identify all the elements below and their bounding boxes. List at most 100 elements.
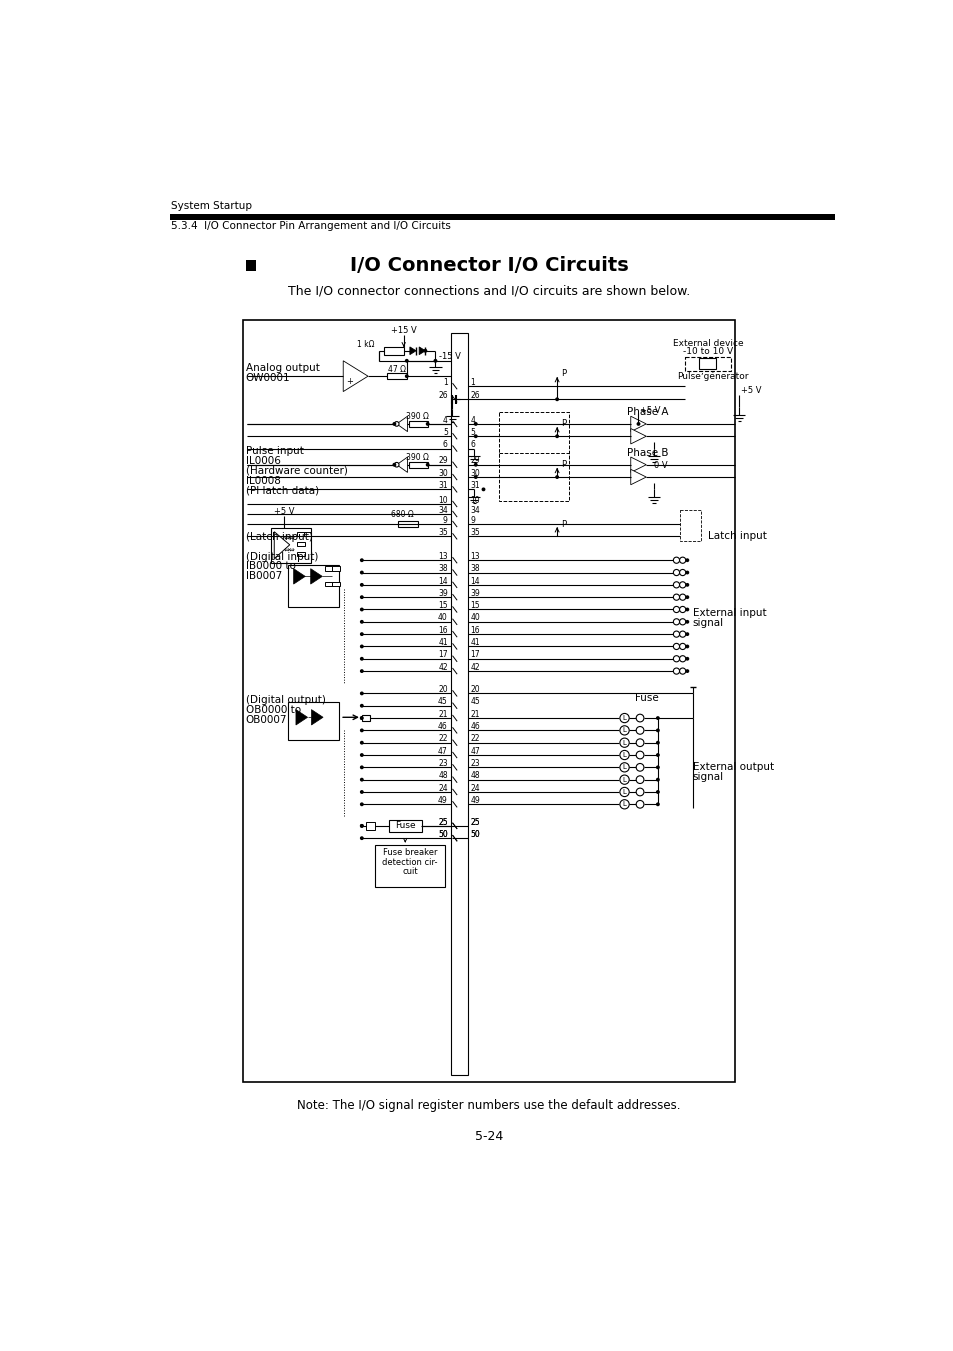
- Text: 31: 31: [470, 481, 479, 490]
- Text: 41: 41: [470, 638, 479, 647]
- Circle shape: [636, 422, 639, 426]
- Text: 40: 40: [470, 613, 479, 623]
- Circle shape: [359, 669, 363, 673]
- Circle shape: [673, 655, 679, 662]
- Circle shape: [636, 739, 643, 747]
- Circle shape: [679, 631, 685, 638]
- Circle shape: [359, 608, 363, 612]
- Bar: [498, 453, 568, 501]
- Circle shape: [619, 763, 629, 771]
- Circle shape: [684, 644, 688, 648]
- Text: OW0001: OW0001: [245, 373, 290, 382]
- Text: IL0008: IL0008: [245, 476, 280, 486]
- Text: 30: 30: [470, 469, 479, 478]
- Bar: [498, 412, 568, 461]
- Circle shape: [359, 716, 363, 720]
- Circle shape: [636, 751, 643, 759]
- Text: IL0006: IL0006: [245, 455, 280, 466]
- Circle shape: [636, 788, 643, 796]
- Text: System Startup: System Startup: [171, 201, 252, 211]
- Circle shape: [673, 570, 679, 576]
- Text: 23: 23: [470, 759, 479, 767]
- Text: L: L: [622, 765, 626, 770]
- Circle shape: [359, 753, 363, 757]
- Text: +15 V: +15 V: [391, 326, 416, 335]
- Text: -15 V: -15 V: [438, 351, 460, 361]
- Circle shape: [359, 778, 363, 782]
- Circle shape: [656, 753, 659, 757]
- Text: 45: 45: [437, 697, 447, 707]
- Text: (Digital input): (Digital input): [245, 553, 317, 562]
- Text: 16: 16: [437, 626, 447, 635]
- Text: 23: 23: [437, 759, 447, 767]
- Circle shape: [359, 802, 363, 807]
- Circle shape: [359, 582, 363, 586]
- Text: L: L: [622, 715, 626, 721]
- Bar: [170, 213, 834, 220]
- Circle shape: [673, 607, 679, 612]
- Circle shape: [684, 620, 688, 624]
- Text: 41: 41: [437, 638, 447, 647]
- Circle shape: [359, 836, 363, 840]
- Circle shape: [656, 802, 659, 807]
- Circle shape: [684, 558, 688, 562]
- Circle shape: [474, 476, 477, 480]
- Circle shape: [359, 570, 363, 574]
- Polygon shape: [396, 416, 407, 431]
- Bar: [243, 320, 735, 1082]
- Text: ⇔⇔: ⇔⇔: [284, 535, 295, 542]
- Text: 50: 50: [437, 830, 447, 839]
- Polygon shape: [418, 347, 425, 354]
- Circle shape: [474, 422, 477, 426]
- Text: 50: 50: [437, 830, 447, 839]
- Circle shape: [636, 727, 643, 734]
- Text: L: L: [622, 727, 626, 734]
- Bar: [303, 532, 311, 536]
- Circle shape: [684, 570, 688, 574]
- Bar: [325, 566, 333, 571]
- Text: 25: 25: [437, 817, 447, 827]
- Circle shape: [359, 620, 363, 624]
- Circle shape: [656, 740, 659, 744]
- Text: OB0000 to: OB0000 to: [245, 705, 300, 715]
- Circle shape: [656, 716, 659, 720]
- Text: 24: 24: [437, 784, 447, 793]
- Text: +5 V: +5 V: [740, 385, 760, 394]
- Text: Fuse breaker: Fuse breaker: [382, 848, 436, 858]
- Circle shape: [684, 669, 688, 673]
- Circle shape: [679, 619, 685, 626]
- Text: 35: 35: [470, 528, 479, 536]
- Text: 10: 10: [470, 496, 479, 505]
- Circle shape: [679, 570, 685, 576]
- Text: 15: 15: [437, 601, 447, 611]
- Text: Fuse: Fuse: [395, 821, 416, 831]
- Circle shape: [359, 632, 363, 636]
- Text: 46: 46: [470, 721, 479, 731]
- Text: 13: 13: [470, 551, 479, 561]
- Text: OB0007: OB0007: [245, 715, 287, 724]
- Text: 680 Ω: 680 Ω: [391, 511, 413, 519]
- Bar: [361, 715, 369, 721]
- Circle shape: [684, 608, 688, 612]
- Polygon shape: [630, 428, 645, 444]
- Text: 1 kΩ: 1 kΩ: [357, 340, 375, 349]
- Circle shape: [359, 790, 363, 794]
- Text: 39: 39: [470, 589, 479, 598]
- Circle shape: [392, 463, 395, 466]
- Circle shape: [359, 728, 363, 732]
- Circle shape: [359, 558, 363, 562]
- Text: 20: 20: [437, 685, 447, 694]
- Text: External device: External device: [672, 339, 742, 349]
- Circle shape: [619, 738, 629, 747]
- Bar: [409, 422, 427, 427]
- Bar: [397, 521, 418, 527]
- Bar: [297, 551, 305, 557]
- Text: 15: 15: [470, 601, 479, 611]
- Text: 47 Ω: 47 Ω: [387, 365, 405, 374]
- Circle shape: [673, 667, 679, 674]
- Circle shape: [673, 582, 679, 588]
- Circle shape: [359, 716, 363, 720]
- Circle shape: [673, 557, 679, 563]
- Text: 50: 50: [470, 830, 479, 839]
- Text: 26: 26: [470, 390, 479, 400]
